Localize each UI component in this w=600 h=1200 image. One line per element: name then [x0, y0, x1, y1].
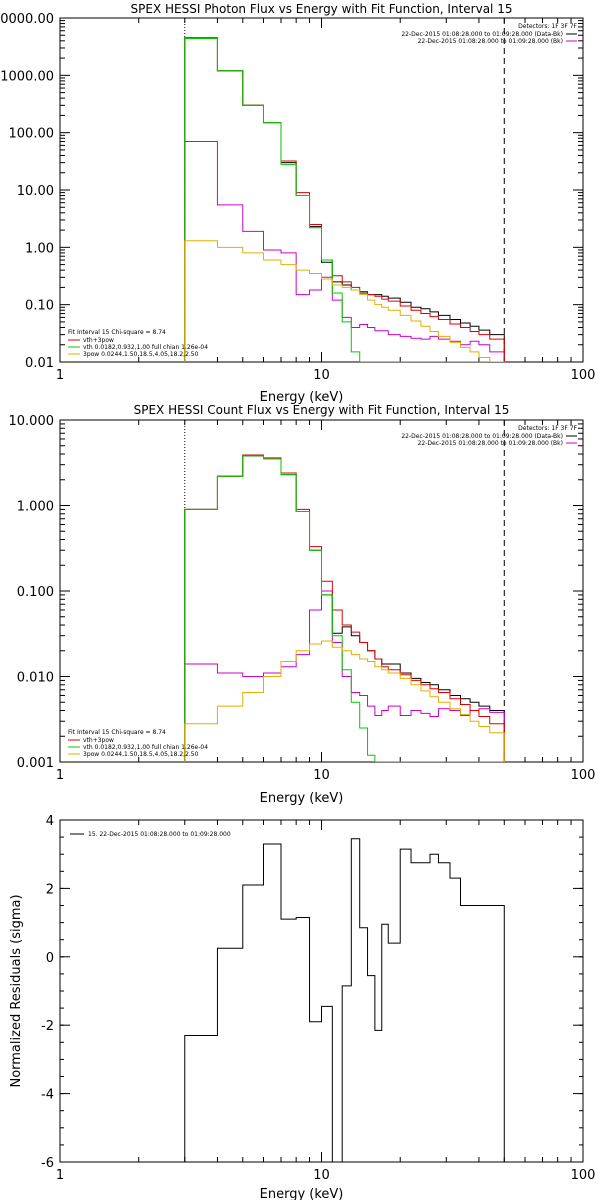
- y-tick-label: 1000.00: [0, 69, 54, 84]
- x-tick-label: 1: [56, 368, 64, 383]
- legend-entry-label: 22-Dec-2015 01:08:28.000 to 01:09:28.000…: [418, 38, 563, 45]
- legend-fit-header: Fit Interval 15 Chi-square = 8.74: [68, 329, 166, 336]
- y-tick-label: 4: [46, 814, 54, 829]
- legend-fit-label: vth+3pow: [83, 737, 114, 744]
- series-group: [184, 37, 505, 362]
- residuals-plot: 1 10 100 4 2 0 -2 -4 -6 Energy (keV) Normalized Re…: [9, 814, 595, 1200]
- legend-fit-header: Fit Interval 15 Chi-square = 8.74: [68, 729, 166, 736]
- x-tick-label: 10: [313, 368, 330, 383]
- y-tick-label: -4: [41, 1088, 54, 1103]
- x-tick-label: 1: [56, 768, 64, 783]
- chart-title: SPEX HESSI Count Flux vs Energy with Fit…: [134, 403, 510, 417]
- y-tick-label: -2: [41, 1019, 54, 1034]
- series-group: [184, 454, 505, 762]
- x-axis-label: Energy (keV): [260, 791, 344, 806]
- y-tick-label: 0.10: [25, 299, 54, 314]
- series-vth-line: [184, 37, 505, 362]
- series-3pow-line: [184, 640, 505, 762]
- legend-detectors-header: Detectors: 1F 3F 7F: [518, 23, 577, 30]
- x-tick-label: 10: [313, 768, 330, 783]
- legend-label: 15. 22-Dec-2015 01:08:28.000 to 01:09:28…: [88, 831, 231, 838]
- legend-entry-label: 22-Dec-2015 01:08:28.000 to 01:09:28.000…: [418, 440, 563, 447]
- legend-fit-label: vth 0.0182,0.932,1.00 full chian 1.26e-0…: [83, 744, 208, 751]
- y-tick-label: -6: [41, 1156, 54, 1171]
- y-tick-label: 0.100: [17, 585, 54, 600]
- y-tick-label: 10.000: [9, 414, 55, 429]
- count-flux-plot: SPEX HESSI Count Flux vs Energy with Fit…: [9, 403, 596, 806]
- y-tick-label: 0.01: [25, 356, 54, 371]
- x-tick-label: 100: [571, 768, 596, 783]
- series-3pow-line: [184, 240, 505, 362]
- x-tick-label: 1: [56, 1168, 64, 1183]
- x-axis-label: Energy (keV): [260, 1187, 344, 1200]
- y-tick-label: 10.00: [17, 184, 54, 199]
- x-axis-label: Energy (keV): [260, 390, 344, 405]
- y-tick-label: 1.00: [25, 241, 54, 256]
- legend-fit-label: 3pow 0.0244,1.50,18.5,4.05,18.2,2.50: [83, 351, 199, 358]
- series-residuals-line: [184, 838, 505, 1162]
- photon-flux-plot: SPEX HESSI Photon Flux vs Energy with Fi…: [0, 2, 595, 405]
- y-tick-label: 1.000: [17, 500, 54, 515]
- x-tick-label: 10: [313, 1168, 330, 1183]
- x-tick-label: 100: [571, 1168, 596, 1183]
- legend-entry-label: 22-Dec-2015 01:08:28.000 to 01:09:28.000…: [401, 433, 563, 440]
- y-tick-label: 100.00: [9, 127, 55, 142]
- legend-detectors-header: Detectors: 1F 3F 7F: [518, 425, 577, 432]
- legend-fit-label: 3pow 0.0244,1.50,18.5,4.05,18.2,2.50: [83, 751, 199, 758]
- x-tick-label: 100: [571, 368, 596, 383]
- y-axis-label: Normalized Residuals (sigma): [9, 894, 24, 1087]
- y-tick-label: 0: [46, 951, 54, 966]
- legend-fit-label: vth 0.0182,0.932,1.00 full chian 1.26e-0…: [83, 344, 208, 351]
- legend-fit-label: vth+3pow: [83, 337, 114, 344]
- chart-title: SPEX HESSI Photon Flux vs Energy with Fi…: [131, 2, 513, 16]
- y-tick-label: 2: [46, 882, 54, 897]
- series-group: [184, 838, 505, 1162]
- y-tick-label: 0.001: [17, 756, 54, 771]
- legend-entry-label: 22-Dec-2015 01:08:28.000 to 01:09:28.000…: [401, 31, 563, 38]
- series-vth-line: [184, 455, 505, 762]
- y-tick-label: 0.010: [17, 671, 54, 686]
